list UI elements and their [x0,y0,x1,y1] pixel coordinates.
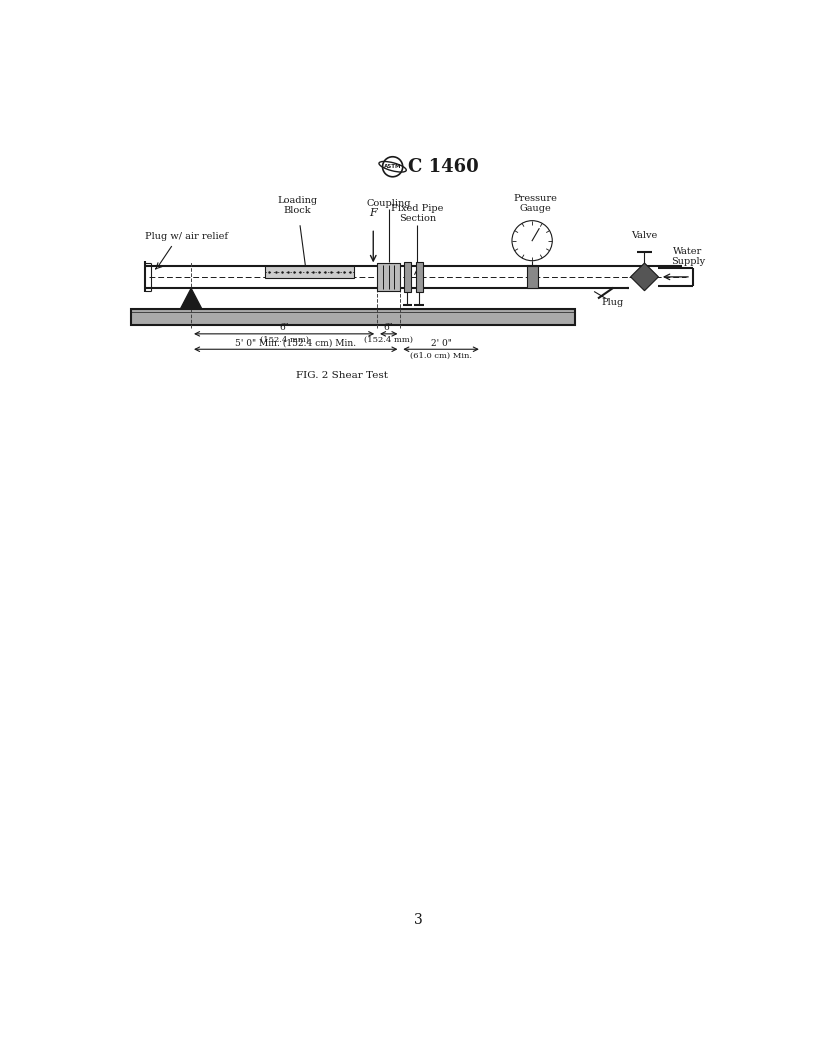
Text: (152.4 mm): (152.4 mm) [364,336,413,344]
Text: Plug w/ air relief: Plug w/ air relief [144,231,228,241]
Polygon shape [180,288,202,309]
Circle shape [512,221,552,261]
Text: Water
Supply: Water Supply [671,247,705,266]
Text: 6": 6" [279,323,289,333]
Bar [131,309,574,324]
Bar [404,262,411,291]
Text: 3: 3 [414,912,423,927]
Bar [264,266,354,279]
Text: (152.4 mm): (152.4 mm) [259,336,308,344]
Text: Fixed Pipe
Section: Fixed Pipe Section [391,204,444,223]
Text: 5' 0" Min. (152.4 cm) Min.: 5' 0" Min. (152.4 cm) Min. [235,339,357,347]
Text: F: F [370,208,377,218]
Polygon shape [631,263,659,290]
Text: 6": 6" [384,323,393,333]
Text: Valve: Valve [632,231,658,240]
Text: Coupling: Coupling [366,199,411,208]
Bar [526,266,538,287]
Text: Pressure
Gauge: Pressure Gauge [513,193,557,213]
Text: 2' 0": 2' 0" [431,339,451,347]
Text: Loading
Block: Loading Block [277,195,317,215]
Text: ASTM: ASTM [384,165,401,169]
Bar [416,262,423,291]
Bar [377,263,401,290]
Text: Plug: Plug [602,299,624,307]
Text: (61.0 cm) Min.: (61.0 cm) Min. [410,352,472,359]
Text: FIG. 2 Shear Test: FIG. 2 Shear Test [296,371,388,380]
Text: C 1460: C 1460 [408,157,479,175]
